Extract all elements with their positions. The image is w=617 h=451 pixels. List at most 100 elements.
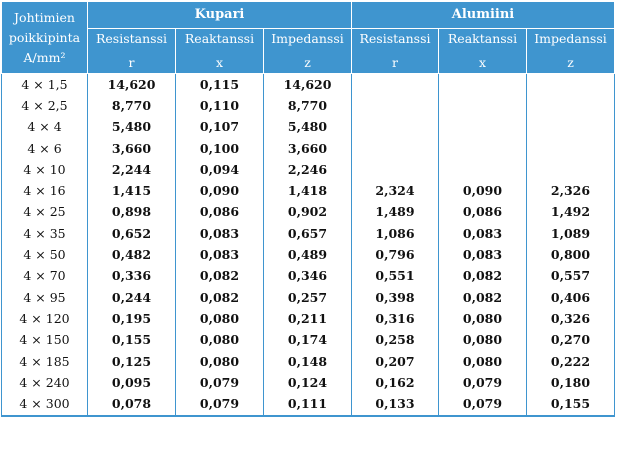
header-copper-resistance: Resistanssi r (87, 28, 176, 74)
value-cell: 0,115 (175, 73, 264, 96)
value-cell: 0,079 (175, 372, 264, 394)
cross-section-cell: 4 × 150 (1, 329, 88, 351)
value-cell: 0,211 (263, 308, 352, 330)
header-symbol: r (128, 55, 135, 70)
value-cell: 0,086 (175, 201, 264, 224)
value-cell: 0,095 (87, 372, 176, 394)
header-symbol: z (567, 55, 574, 70)
table-row: 4 × 35 0,652 0,083 0,657 1,086 0,083 1,089 (1, 223, 615, 245)
value-cell: 0,111 (263, 393, 352, 417)
value-cell: 0,133 (351, 393, 439, 417)
table-row: 4 × 300 0,078 0,079 0,111 0,133 0,079 0,155 (1, 393, 615, 417)
value-cell: 0,316 (351, 308, 439, 330)
value-cell: 0,336 (87, 265, 176, 287)
table-row: 4 × 6 3,660 0,100 3,660 (1, 137, 615, 160)
value-cell: 2,246 (263, 159, 352, 181)
cross-section-cell: 4 × 4 (1, 116, 88, 138)
header-aluminium-reactance: Reaktanssi x (438, 28, 527, 74)
value-cell (438, 116, 527, 138)
table-row: 4 × 95 0,244 0,082 0,257 0,398 0,082 0,406 (1, 286, 615, 309)
value-cell: 0,080 (438, 308, 527, 330)
value-cell: 0,898 (87, 201, 176, 224)
cross-section-cell: 4 × 240 (1, 372, 88, 394)
table-row: 4 × 2,5 8,770 0,110 8,770 (1, 95, 615, 117)
header-row-groups: Johtimien poikkipinta A/mm² Kupari Alumi… (1, 1, 615, 74)
table-row: 4 × 1,5 14,620 0,115 14,620 (1, 73, 615, 96)
value-cell (351, 116, 439, 138)
value-cell (438, 95, 527, 117)
value-cell: 0,346 (263, 265, 352, 287)
value-cell: 0,124 (263, 372, 352, 394)
value-cell: 0,082 (175, 265, 264, 287)
value-cell (526, 73, 615, 96)
value-cell: 2,244 (87, 159, 176, 181)
header-row-quantities: Resistanssi r Reaktanssi x Impedanssi z Res… (2, 28, 615, 74)
header-symbol: z (304, 55, 311, 70)
header-symbol: x (478, 55, 487, 70)
table-row: 4 × 150 0,155 0,080 0,174 0,258 0,080 0,270 (1, 329, 615, 351)
value-cell: 1,086 (351, 223, 439, 245)
value-cell: 0,398 (351, 286, 439, 309)
cross-section-cell: 4 × 1,5 (1, 73, 88, 96)
header-copper-impedance: Impedanssi z (263, 28, 352, 74)
value-cell: 1,492 (526, 201, 615, 224)
header-label: Reaktanssi (447, 31, 518, 46)
table-row: 4 × 4 5,480 0,107 5,480 (1, 116, 615, 138)
value-cell: 0,489 (263, 244, 352, 266)
cross-section-cell: 4 × 35 (1, 223, 88, 245)
cable-impedance-table: Johtimien poikkipinta A/mm² Kupari Alumi… (1, 1, 615, 417)
value-cell: 0,326 (526, 308, 615, 330)
value-cell: 0,270 (526, 329, 615, 351)
value-cell (526, 95, 615, 117)
table-row: 4 × 185 0,125 0,080 0,148 0,207 0,080 0,222 (1, 350, 615, 373)
value-cell: 8,770 (87, 95, 176, 117)
cross-section-cell: 4 × 70 (1, 265, 88, 287)
value-cell: 0,086 (438, 201, 527, 224)
value-cell: 0,082 (438, 286, 527, 309)
header-cross-section-line-3: A/mm² (23, 49, 66, 65)
value-cell (438, 159, 527, 181)
header-group-aluminium: Alumiini (351, 1, 615, 29)
header-label: Resistanssi (359, 31, 431, 46)
value-cell: 0,406 (526, 286, 615, 309)
value-cell: 0,110 (175, 95, 264, 117)
table-row: 4 × 16 1,415 0,090 1,418 2,324 0,090 2,326 (1, 180, 615, 202)
value-cell: 0,078 (87, 393, 176, 417)
value-cell: 14,620 (263, 73, 352, 96)
value-cell: 0,125 (87, 350, 176, 373)
header-cross-section-line-2: poikkipinta (8, 29, 81, 45)
header-label: Impedanssi (271, 31, 344, 46)
value-cell: 0,094 (175, 159, 264, 181)
header-symbol: x (215, 55, 224, 70)
value-cell (351, 73, 439, 96)
header-symbol: r (392, 55, 398, 70)
header-label: Impedanssi (534, 31, 607, 46)
value-cell: 0,082 (175, 286, 264, 309)
value-cell: 0,657 (263, 223, 352, 245)
cross-section-cell: 4 × 10 (1, 159, 88, 181)
value-cell: 0,090 (438, 180, 527, 202)
value-cell: 0,080 (175, 350, 264, 373)
header-cross-section-line-1: Johtimien (14, 9, 75, 25)
header-aluminium-resistance: Resistanssi r (351, 28, 439, 74)
cross-section-cell: 4 × 50 (1, 244, 88, 266)
value-cell: 0,080 (438, 329, 527, 351)
value-cell: 0,083 (438, 244, 527, 266)
value-cell: 0,652 (87, 223, 176, 245)
value-cell: 0,082 (438, 265, 527, 287)
value-cell: 0,482 (87, 244, 176, 266)
value-cell: 0,207 (351, 350, 439, 373)
value-cell: 2,326 (526, 180, 615, 202)
cross-section-cell: 4 × 185 (1, 350, 88, 373)
value-cell: 0,557 (526, 265, 615, 287)
value-cell: 5,480 (87, 116, 176, 138)
header-group-copper: Kupari (87, 1, 352, 29)
value-cell: 8,770 (263, 95, 352, 117)
value-cell: 1,418 (263, 180, 352, 202)
value-cell: 0,155 (526, 393, 615, 417)
value-cell: 0,551 (351, 265, 439, 287)
value-cell: 2,324 (351, 180, 439, 202)
table-body: 4 × 1,5 14,620 0,115 14,620 4 × 2,5 8,770 0,11… (1, 73, 615, 417)
cross-section-cell: 4 × 300 (1, 393, 88, 417)
value-cell (526, 116, 615, 138)
